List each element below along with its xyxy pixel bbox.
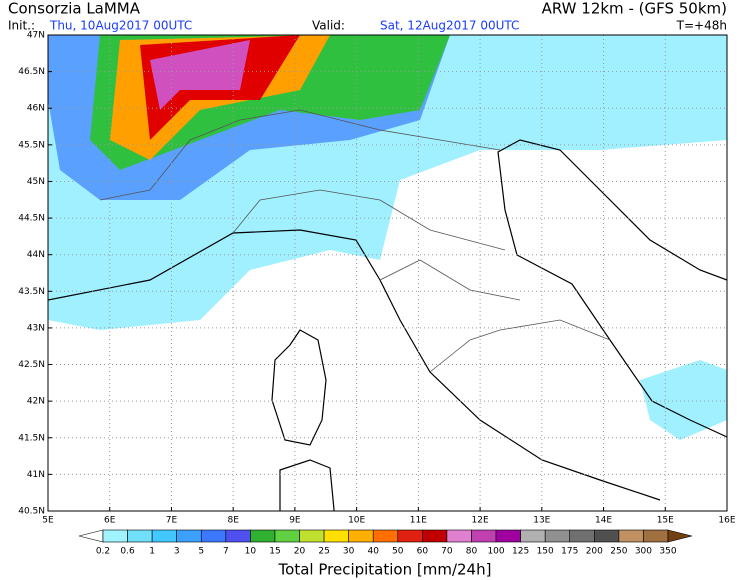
init-date: Thu, 10Aug2017 00UTC xyxy=(49,19,192,33)
lon-label: 15E xyxy=(657,516,674,526)
colorbar-box xyxy=(643,529,669,543)
colorbar-label: 60 xyxy=(417,547,429,557)
colorbar-box xyxy=(250,529,276,543)
lon-label: 5E xyxy=(42,516,54,526)
colorbar-label: 5 xyxy=(198,547,204,557)
colorbar-label: 175 xyxy=(561,547,578,557)
lead-time: T=+48h xyxy=(676,19,727,33)
lon-label: 12E xyxy=(472,516,489,526)
colorbar-box xyxy=(520,529,546,543)
colorbar-box xyxy=(299,529,325,543)
colorbar: 0.2 0.6 1 3 5 7 10 15 20 25 30 40 50 60 70 80 100 125 150 1… xyxy=(78,529,693,557)
colorbar-label: 15 xyxy=(269,547,280,557)
colorbar-box xyxy=(618,529,644,543)
colorbar-label: 50 xyxy=(392,547,404,557)
map-field xyxy=(48,35,727,511)
model: ARW 12km - (GFS 50km) xyxy=(542,0,727,18)
colorbar-arrow xyxy=(667,529,693,543)
colorbar-arrow xyxy=(78,529,104,543)
colorbar-label: 350 xyxy=(659,547,676,557)
colorbar-label: 3 xyxy=(174,547,180,557)
colorbar-label: 250 xyxy=(610,547,627,557)
colorbar-box xyxy=(225,529,251,543)
colorbar-label: 40 xyxy=(367,547,379,557)
lat-label: 47N xyxy=(27,31,45,41)
lon-label: 6E xyxy=(104,516,116,526)
init-label: Init.: xyxy=(8,19,35,33)
colorbar-label: 80 xyxy=(466,547,478,557)
colorbar-label: 0.2 xyxy=(96,547,110,557)
colorbar-title: Total Precipitation [mm/24h] xyxy=(278,561,492,579)
colorbar-label: 200 xyxy=(586,547,603,557)
colorbar-box xyxy=(274,529,300,543)
colorbar-label: 300 xyxy=(635,547,652,557)
colorbar-box xyxy=(495,529,521,543)
colorbar-box xyxy=(323,529,349,543)
map-frame xyxy=(47,34,728,512)
colorbar-box xyxy=(151,529,177,543)
lat-label: 44.5N xyxy=(18,214,45,224)
source: Consorzia LaMMA xyxy=(8,0,141,18)
lat-label: 42N xyxy=(27,397,45,407)
precip-magenta xyxy=(150,40,250,110)
lon-label: 9E xyxy=(289,516,301,526)
lat-label: 46.5N xyxy=(18,67,45,77)
valid-label: Valid: xyxy=(312,19,345,33)
lon-label: 13E xyxy=(533,516,550,526)
lat-label: 45N xyxy=(27,177,45,187)
colorbar-box xyxy=(544,529,571,543)
lon-label: 16E xyxy=(718,516,735,526)
colorbar-label: 7 xyxy=(223,547,229,557)
lat-label: 44N xyxy=(27,250,45,260)
colorbar-box xyxy=(446,529,472,543)
precip-light xyxy=(640,360,727,440)
coastline xyxy=(48,139,727,501)
borders xyxy=(99,109,611,373)
lon-label: 8E xyxy=(227,516,239,526)
colorbar-label: 1 xyxy=(149,547,155,557)
graticule: 47N 46.5N 46N 45.5N 45N 44.5N 44N 43.5N 43N 42.5N… xyxy=(18,31,736,526)
lon-label: 11E xyxy=(410,516,427,526)
colorbar-box xyxy=(200,529,227,543)
colorbar-box xyxy=(397,529,423,543)
colorbar-box xyxy=(471,529,497,543)
colorbar-label: 10 xyxy=(245,547,257,557)
colorbar-label: 20 xyxy=(294,547,306,557)
sardinia xyxy=(279,459,335,511)
colorbar-label: 70 xyxy=(441,547,453,557)
colorbar-box xyxy=(102,529,128,543)
lat-label: 46N xyxy=(27,104,45,114)
colorbar-label: 150 xyxy=(537,547,554,557)
corsica xyxy=(271,329,327,446)
colorbar-box xyxy=(569,529,595,543)
lon-label: 7E xyxy=(166,516,178,526)
colorbar-box xyxy=(176,529,202,543)
valid-date: Sat, 12Aug2017 00UTC xyxy=(380,19,519,33)
colorbar-box xyxy=(422,529,448,543)
lat-label: 42.5N xyxy=(18,360,45,370)
colorbar-label: 125 xyxy=(512,547,529,557)
colorbar-label: 0.6 xyxy=(120,547,135,557)
lat-label: 45.5N xyxy=(18,140,45,150)
colorbar-label: 30 xyxy=(343,547,355,557)
colorbar-box xyxy=(594,529,620,543)
lat-label: 41N xyxy=(27,470,45,480)
colorbar-label: 25 xyxy=(318,547,329,557)
colorbar-box xyxy=(127,529,153,543)
lat-label: 40.5N xyxy=(18,507,45,517)
lon-label: 14E xyxy=(595,516,612,526)
lat-label: 43.5N xyxy=(18,287,45,297)
colorbar-label: 100 xyxy=(487,547,504,557)
colorbar-box xyxy=(372,529,399,543)
colorbar-box xyxy=(348,529,374,543)
lat-label: 43N xyxy=(27,323,45,333)
lat-label: 41.5N xyxy=(18,433,45,443)
lon-label: 10E xyxy=(348,516,365,526)
